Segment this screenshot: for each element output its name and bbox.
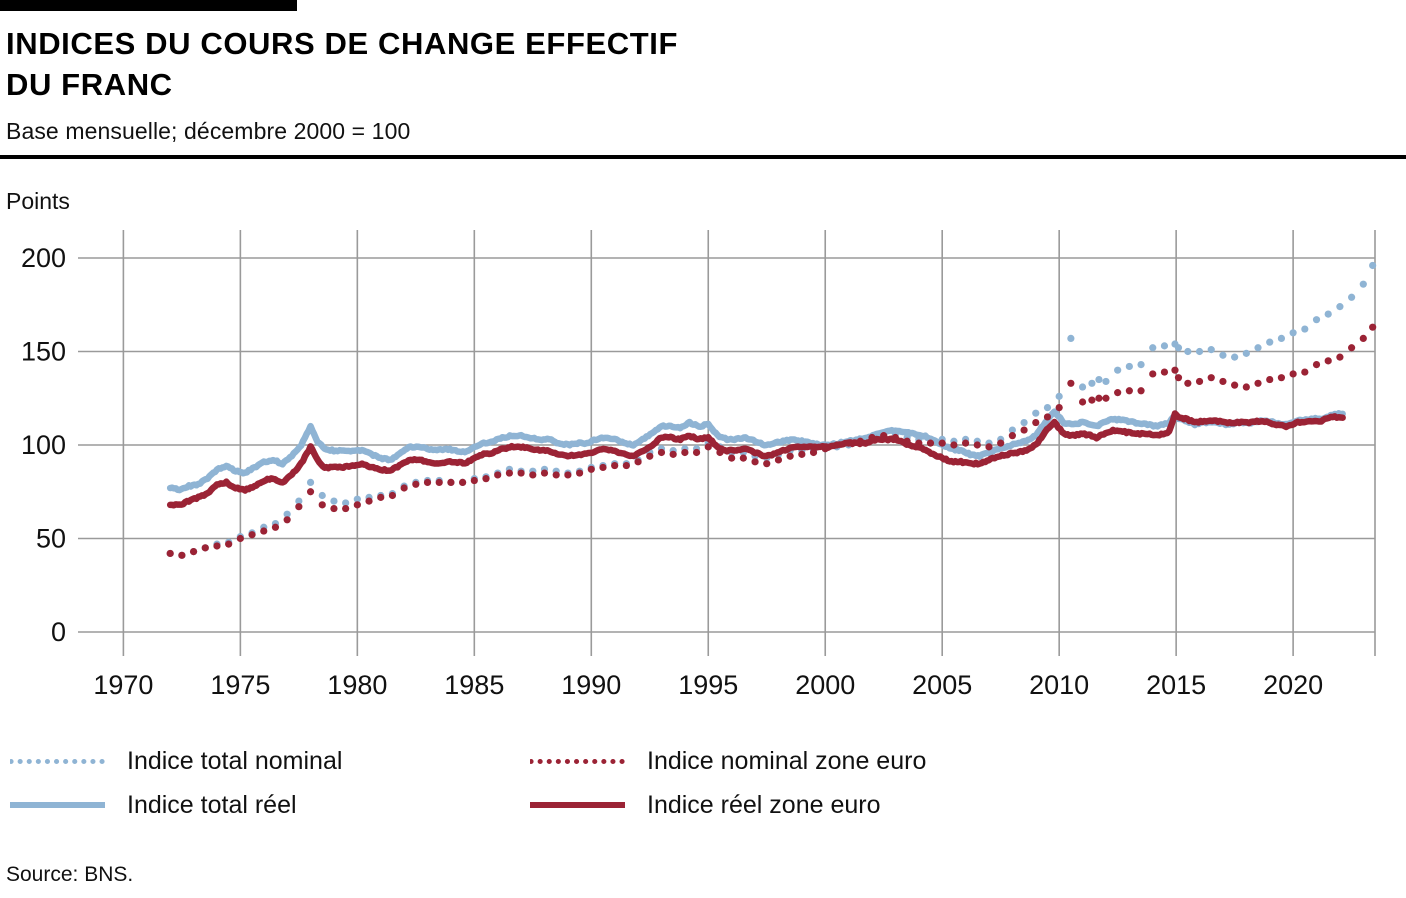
legend-label: Indice nominal zone euro <box>647 746 927 775</box>
x-tick-label: 1975 <box>210 670 270 700</box>
x-tick-label: 1980 <box>327 670 387 700</box>
x-tick-label: 2020 <box>1263 670 1323 700</box>
y-tick-label: 0 <box>51 617 66 647</box>
y-axis-unit-label: Points <box>6 188 70 214</box>
legend-item-indice-nominal-zone-euro[interactable]: Indice nominal zone euro <box>530 743 926 779</box>
legend-label: Indice total réel <box>127 790 297 819</box>
legend-swatch-solid-blue-icon <box>10 795 105 815</box>
legend-label: Indice réel zone euro <box>647 790 881 819</box>
legend-item-indice-total-nominal[interactable]: Indice total nominal <box>10 743 342 779</box>
header-divider <box>0 155 1406 159</box>
y-axis-tick-labels: 0 50 100 150 200 <box>21 243 66 647</box>
series-4-line <box>166 410 1346 509</box>
legend-label: Indice total nominal <box>127 746 343 775</box>
chart-legend: Indice total nominal Indice total réel I… <box>0 735 1406 835</box>
x-tick-label: 2015 <box>1146 670 1206 700</box>
page-subtitle: Base mensuelle; décembre 2000 = 100 <box>6 118 411 144</box>
series-1-dotted <box>166 261 1377 559</box>
chart-area: 0 50 100 150 200 1970 1975 1980 1985 1990 1995 200… <box>0 222 1406 722</box>
x-tick-label: 2005 <box>912 670 972 700</box>
source-note: Source: BNS. <box>6 863 134 886</box>
series-3-dotted <box>166 323 1377 559</box>
legend-swatch-solid-red-icon <box>530 795 625 815</box>
y-tick-label: 200 <box>21 243 66 273</box>
y-tick-label: 100 <box>21 430 66 460</box>
legend-item-indice-reel-zone-euro[interactable]: Indice réel zone euro <box>530 787 880 823</box>
page-title: INDICES DU COURS DE CHANGE EFFECTIF DU F… <box>6 26 679 102</box>
black-corner-bar <box>0 0 297 11</box>
legend-item-indice-total-reel[interactable]: Indice total réel <box>10 787 297 823</box>
x-tick-label: 2010 <box>1029 670 1089 700</box>
legend-swatch-dotted-blue-icon <box>10 751 105 771</box>
y-tick-label: 150 <box>21 337 66 367</box>
line-chart-svg: 0 50 100 150 200 1970 1975 1980 1985 1990 1995 200… <box>21 230 1377 700</box>
x-tick-label: 1990 <box>561 670 621 700</box>
series-2-line <box>166 408 1346 494</box>
x-tick-label: 1985 <box>444 670 504 700</box>
series-lines <box>166 261 1377 559</box>
x-tick-label: 1970 <box>93 670 153 700</box>
x-tick-label: 2000 <box>795 670 855 700</box>
x-tick-label: 1995 <box>678 670 738 700</box>
legend-swatch-dotted-red-icon <box>530 751 625 771</box>
y-tick-label: 50 <box>36 524 66 554</box>
x-axis-tick-labels: 1970 1975 1980 1985 1990 1995 2000 2005 2010 2015… <box>93 670 1323 700</box>
